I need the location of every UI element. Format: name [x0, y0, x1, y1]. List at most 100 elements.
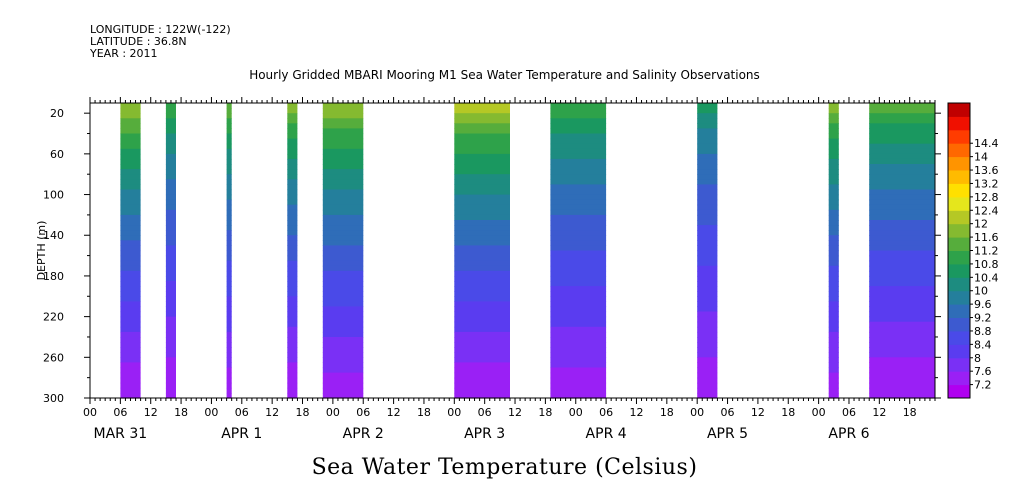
data-band — [120, 214, 141, 221]
colorbar-label: 12.8 — [974, 191, 999, 204]
data-band — [869, 184, 935, 191]
data-band — [165, 164, 176, 170]
data-band — [322, 367, 364, 374]
data-band — [226, 103, 232, 109]
data-band — [550, 301, 607, 308]
x-tick-label: 06 — [842, 406, 856, 419]
colorbar: 7.27.688.48.89.29.61010.410.811.211.6121… — [947, 102, 999, 399]
data-band — [550, 113, 607, 119]
data-band — [165, 357, 176, 363]
data-band — [226, 387, 232, 394]
data-band — [165, 337, 176, 343]
data-band — [322, 153, 364, 160]
data-band — [120, 337, 141, 343]
data-band — [120, 255, 141, 262]
x-tick-label: 12 — [265, 406, 279, 419]
data-band — [550, 357, 607, 363]
data-band — [226, 148, 232, 155]
data-band — [287, 123, 298, 129]
data-band — [454, 291, 510, 297]
data-band — [697, 357, 718, 363]
data-band — [226, 392, 232, 399]
data-band — [550, 286, 607, 292]
data-band — [226, 372, 232, 379]
data-band — [697, 148, 718, 155]
colorbar-label: 12.4 — [974, 204, 999, 217]
data-band — [120, 245, 141, 252]
data-segment — [165, 103, 176, 399]
data-band — [550, 174, 607, 180]
x-tick-label: 06 — [235, 406, 249, 419]
colorbar-swatch — [948, 357, 970, 372]
data-band — [120, 179, 141, 185]
data-band — [322, 123, 364, 129]
data-band — [165, 143, 176, 150]
colorbar-swatch — [948, 196, 970, 211]
data-band — [697, 184, 718, 191]
x-tick-label: 18 — [296, 406, 310, 419]
data-band — [322, 113, 364, 119]
data-band — [454, 148, 510, 155]
data-band — [828, 235, 839, 241]
data-band — [869, 225, 935, 231]
data-band — [550, 342, 607, 348]
data-band — [697, 138, 718, 145]
data-band — [550, 199, 607, 206]
data-band — [697, 225, 718, 231]
colorbar-label: 11.2 — [974, 245, 999, 258]
data-band — [869, 123, 935, 129]
data-band — [454, 133, 510, 140]
data-band — [287, 260, 298, 267]
data-band — [828, 209, 839, 216]
data-band — [869, 240, 935, 246]
x-tick-label: 12 — [751, 406, 765, 419]
data-band — [828, 108, 839, 114]
data-band — [454, 143, 510, 150]
data-band — [322, 321, 364, 328]
data-band — [454, 189, 510, 196]
data-band — [697, 230, 718, 236]
data-band — [550, 296, 607, 302]
data-band — [697, 321, 718, 328]
data-segment — [550, 103, 607, 399]
data-band — [120, 367, 141, 374]
data-band — [828, 337, 839, 343]
data-band — [828, 169, 839, 175]
data-band — [226, 270, 232, 277]
data-band — [287, 316, 298, 323]
colorbar-label: 13.2 — [974, 177, 999, 190]
colorbar-swatch — [948, 384, 970, 399]
data-band — [697, 250, 718, 257]
data-band — [828, 347, 839, 353]
data-band — [165, 296, 176, 302]
longitude-label: LONGITUDE : 122W(-122) — [90, 23, 231, 36]
data-band — [120, 265, 141, 272]
data-band — [869, 174, 935, 180]
x-tick-label: 00 — [326, 406, 340, 419]
data-band — [454, 367, 510, 374]
data-band — [165, 113, 176, 119]
data-band — [697, 179, 718, 185]
colorbar-swatch — [948, 143, 970, 158]
data-band — [322, 281, 364, 287]
data-band — [869, 347, 935, 353]
data-band — [869, 306, 935, 313]
data-band — [287, 281, 298, 287]
data-band — [226, 311, 232, 318]
x-tick-label: 12 — [629, 406, 643, 419]
data-band — [226, 230, 232, 236]
data-band — [550, 158, 607, 165]
data-band — [226, 235, 232, 241]
plot-frame — [89, 102, 936, 399]
data-band — [165, 265, 176, 272]
data-band — [287, 235, 298, 241]
data-band — [165, 240, 176, 246]
data-band — [697, 270, 718, 277]
data-band — [697, 169, 718, 175]
data-band — [869, 367, 935, 374]
data-band — [869, 230, 935, 236]
data-band — [226, 331, 232, 338]
data-band — [550, 179, 607, 185]
y-tick-label: 220 — [43, 311, 64, 324]
colorbar-label: 14 — [974, 151, 988, 164]
